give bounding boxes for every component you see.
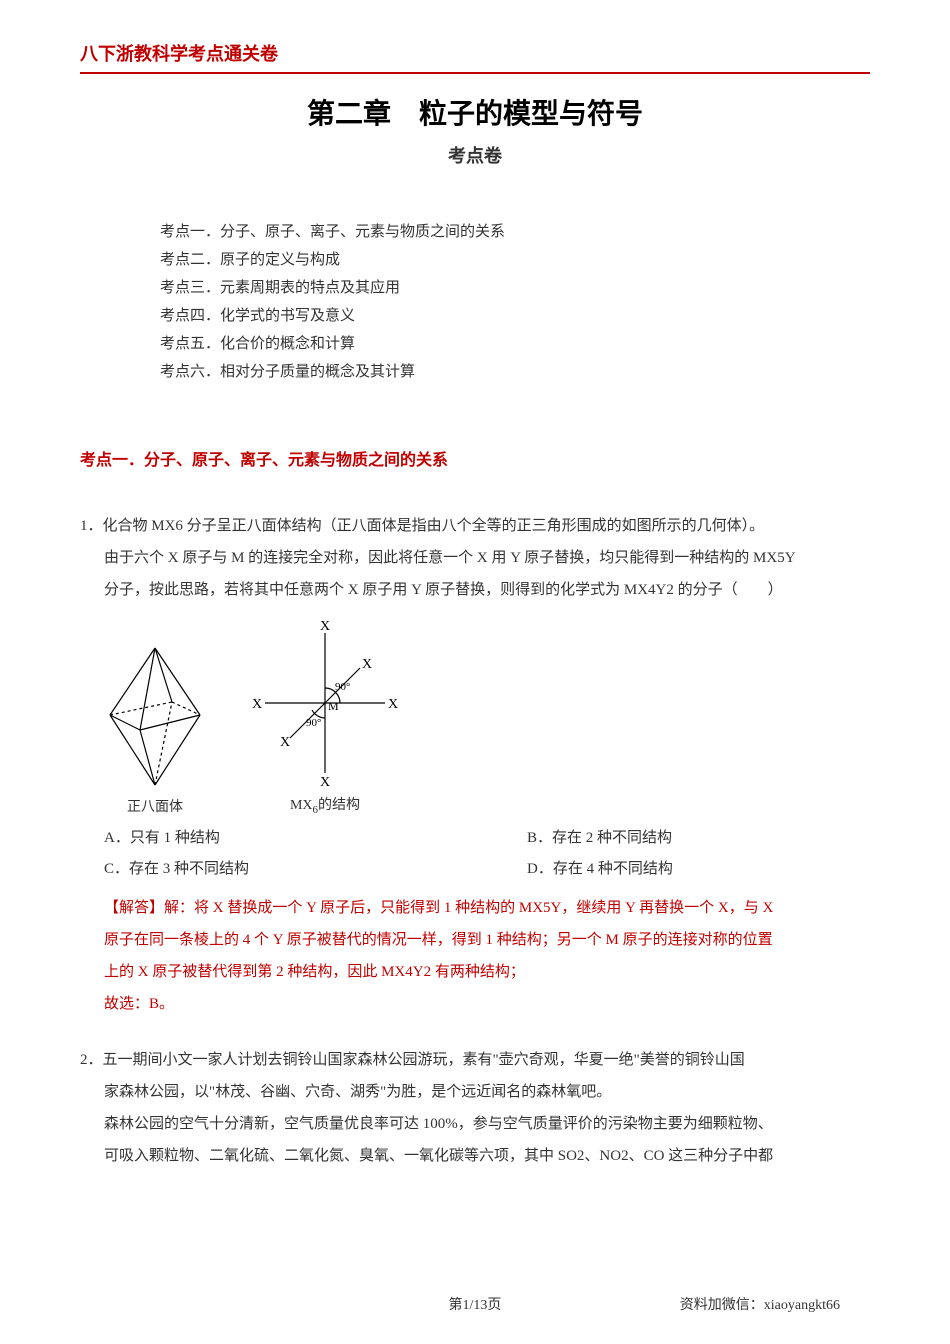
topic-item: 考点二．原子的定义与构成	[160, 246, 870, 274]
topic-item: 考点三．元素周期表的特点及其应用	[160, 274, 870, 302]
svg-text:X: X	[320, 619, 330, 634]
figure-caption: 正八面体	[127, 796, 183, 816]
solution-line: 原子在同一条棱上的 4 个 Y 原子被替代的情况一样，得到 1 种结构；另一个 …	[104, 924, 870, 956]
chapter-subtitle: 考点卷	[80, 142, 870, 168]
option-b: B．存在 2 种不同结构	[527, 826, 870, 847]
solution-line: 【解答】解：将 X 替换成一个 Y 原子后，只能得到 1 种结构的 MX5Y，继…	[104, 892, 870, 924]
footer: 第1/13页 资料加微信：xiaoyangkt66	[0, 1294, 950, 1314]
footer-contact: 资料加微信：xiaoyangkt66	[680, 1294, 840, 1314]
solution-line: 上的 X 原子被替代得到第 2 种结构，因此 MX4Y2 有两种结构；	[104, 956, 870, 988]
option-d: D．存在 4 种不同结构	[527, 857, 870, 878]
topic-item: 考点五．化合价的概念和计算	[160, 330, 870, 358]
svg-text:X: X	[388, 697, 398, 712]
solution: 【解答】解：将 X 替换成一个 Y 原子后，只能得到 1 种结构的 MX5Y，继…	[104, 892, 870, 1020]
mx6-structure-icon: X X X X X X M 90° 90°	[240, 618, 410, 788]
svg-text:X: X	[362, 657, 372, 672]
octahedron-icon	[100, 640, 210, 790]
page-number: 第1/13页	[449, 1294, 502, 1314]
question-text: 家森林公园，以"林茂、谷幽、穴奇、湖秀"为胜，是个远近闻名的森林氧吧。	[104, 1076, 870, 1108]
topic-list: 考点一．分子、原子、离子、元素与物质之间的关系 考点二．原子的定义与构成 考点三…	[160, 218, 870, 386]
figure-octahedron: 正八面体	[100, 640, 210, 816]
option-c: C．存在 3 种不同结构	[104, 857, 447, 878]
question-text: 2．五一期间小文一家人计划去铜铃山国家森林公园游玩，素有"壶穴奇观，华夏一绝"美…	[80, 1044, 870, 1076]
options: A．只有 1 种结构 B．存在 2 种不同结构 C．存在 3 种不同结构 D．存…	[104, 826, 870, 878]
svg-text:M: M	[328, 699, 339, 713]
solution-line: 故选：B。	[104, 988, 870, 1020]
question-text: 由于六个 X 原子与 M 的连接完全对称，因此将任意一个 X 用 Y 原子替换，…	[104, 542, 870, 574]
question-2: 2．五一期间小文一家人计划去铜铃山国家森林公园游玩，素有"壶穴奇观，华夏一绝"美…	[80, 1044, 870, 1172]
question-text: 可吸入颗粒物、二氧化硫、二氧化氮、臭氧、一氧化碳等六项，其中 SO2、NO2、C…	[104, 1140, 870, 1172]
option-a: A．只有 1 种结构	[104, 826, 447, 847]
svg-text:X: X	[280, 735, 290, 750]
question-1: 1．化合物 MX6 分子呈正八面体结构（正八面体是指由八个全等的正三角形围成的如…	[80, 510, 870, 1020]
question-text: 分子，按此思路，若将其中任意两个 X 原子用 Y 原子替换，则得到的化学式为 M…	[104, 574, 870, 606]
svg-text:X: X	[320, 775, 330, 788]
topic-item: 考点一．分子、原子、离子、元素与物质之间的关系	[160, 218, 870, 246]
figure-mx6: X X X X X X M 90° 90° MX6的结构	[240, 618, 410, 816]
svg-text:90°: 90°	[335, 681, 350, 693]
svg-text:90°: 90°	[306, 717, 321, 729]
question-text: 森林公园的空气十分清新，空气质量优良率可达 100%，参与空气质量评价的污染物主…	[104, 1108, 870, 1140]
figure-row: 正八面体 X X X X X X M 9	[100, 618, 870, 816]
topic-item: 考点四．化学式的书写及意义	[160, 302, 870, 330]
svg-text:X: X	[252, 697, 262, 712]
chapter-title: 第二章 粒子的模型与符号	[80, 92, 870, 132]
question-text: 1．化合物 MX6 分子呈正八面体结构（正八面体是指由八个全等的正三角形围成的如…	[80, 510, 870, 542]
header-title: 八下浙教科学考点通关卷	[80, 40, 870, 74]
figure-caption: MX6的结构	[290, 794, 360, 816]
section-header: 考点一．分子、原子、离子、元素与物质之间的关系	[80, 446, 870, 470]
topic-item: 考点六．相对分子质量的概念及其计算	[160, 358, 870, 386]
